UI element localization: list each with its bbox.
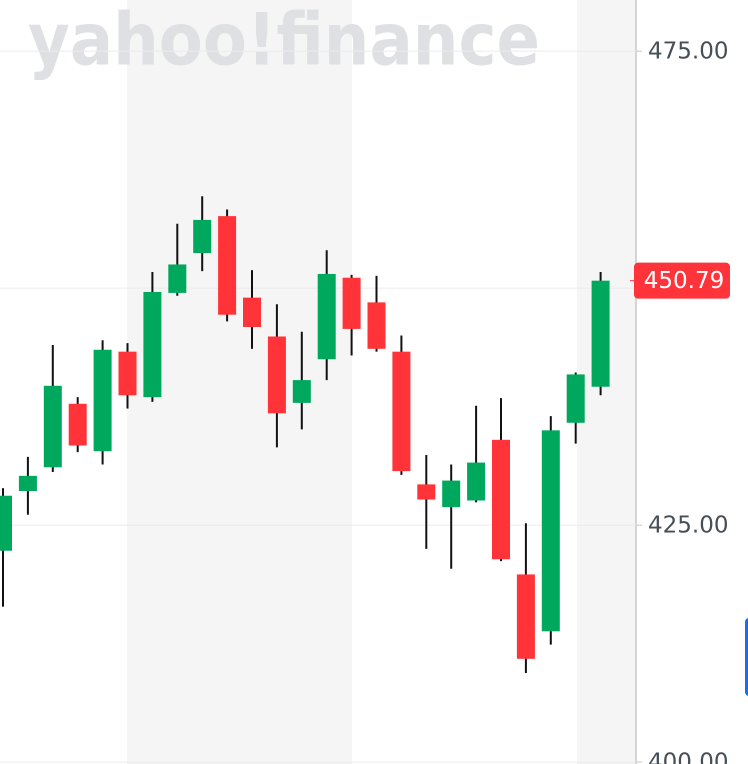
candle-body: [292, 380, 311, 403]
candle-body: [143, 291, 162, 398]
candle-body: [18, 475, 37, 492]
candle-body: [367, 302, 386, 349]
candle-body: [417, 484, 436, 500]
candle-body: [193, 219, 212, 254]
candle-body: [342, 277, 361, 329]
last-price-badge: [634, 262, 730, 299]
candle-body: [442, 480, 461, 508]
candle-body: [243, 297, 261, 328]
side-button[interactable]: [745, 618, 748, 696]
candle-body: [168, 264, 187, 293]
candle-body: [118, 351, 137, 396]
candle-body: [68, 403, 87, 446]
candle-body: [93, 349, 112, 452]
candle-body: [541, 430, 560, 632]
candle-body: [0, 495, 12, 551]
y-tick-label: 475.00: [648, 39, 728, 65]
candle-body: [516, 574, 535, 659]
candle-body: [43, 385, 62, 468]
y-tick-label: 400.00: [648, 750, 728, 764]
session-band: [127, 0, 352, 764]
candle-body: [591, 280, 610, 387]
candle-body: [467, 462, 486, 501]
candle-body: [317, 273, 336, 360]
candle-body: [392, 351, 411, 472]
candle-body: [566, 374, 585, 423]
candle-body: [492, 439, 510, 560]
watermark: yahoo!finance: [28, 0, 540, 82]
candle-body: [267, 336, 286, 414]
candle-body: [218, 216, 237, 315]
last-price-label: 450.79: [644, 268, 724, 294]
y-tick-label: 425.00: [648, 513, 728, 539]
